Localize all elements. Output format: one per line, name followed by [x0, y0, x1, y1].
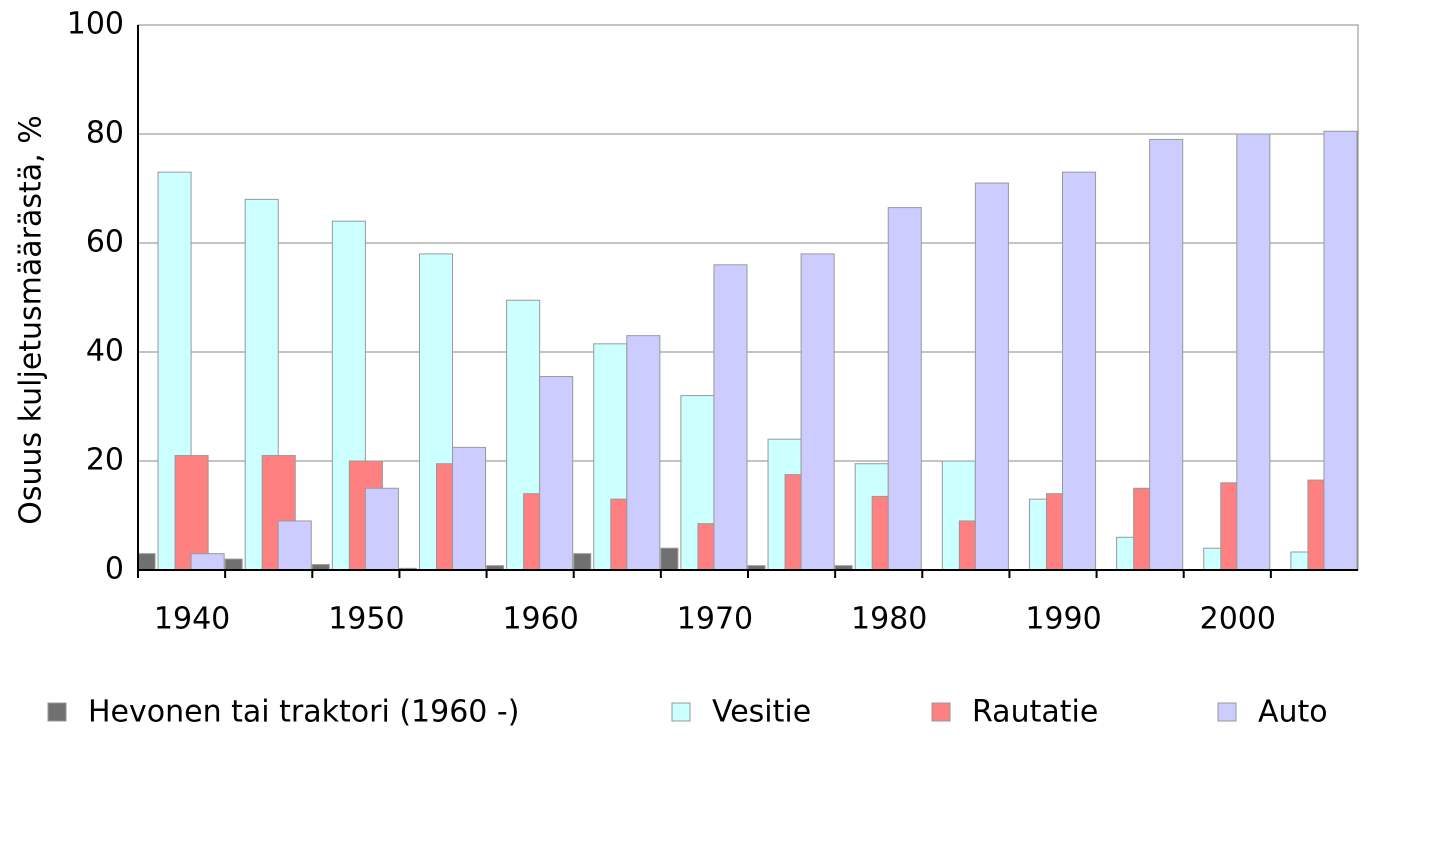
- bar: [1236, 133, 1271, 571]
- bar: [190, 553, 225, 571]
- bar: [1323, 130, 1358, 571]
- y-axis-title: Osuus kuljetusmäärästä, %: [14, 115, 49, 525]
- y-tick-label: 0: [105, 552, 124, 587]
- bar: [800, 253, 835, 571]
- bar: [573, 553, 592, 571]
- bar: [974, 182, 1009, 571]
- x-tick-label: 1950: [328, 602, 404, 637]
- x-tick-label: 1960: [502, 602, 578, 637]
- x-tick-label: 1970: [677, 602, 753, 637]
- y-tick-label: 60: [86, 225, 124, 260]
- bar: [1149, 138, 1184, 571]
- bar: [452, 446, 487, 571]
- bar: [277, 520, 312, 571]
- legend-label: Rautatie: [972, 695, 1098, 730]
- bar: [1062, 171, 1097, 571]
- legend-swatch: [931, 702, 951, 722]
- y-tick-label: 20: [86, 443, 124, 478]
- legend-label: Hevonen tai traktori (1960 -): [88, 695, 519, 730]
- bar: [887, 207, 922, 571]
- bar: [626, 335, 661, 571]
- x-tick-label: 1990: [1025, 602, 1101, 637]
- y-tick-label: 100: [67, 7, 124, 42]
- legend-label: Auto: [1258, 695, 1328, 730]
- y-tick-label: 80: [86, 116, 124, 151]
- bar: [174, 455, 209, 571]
- bar: [137, 553, 156, 571]
- x-tick-label: 2000: [1200, 602, 1276, 637]
- legend-swatch: [47, 702, 67, 722]
- y-tick-label: 40: [86, 334, 124, 369]
- legend-swatch: [671, 702, 691, 722]
- bar: [224, 558, 243, 571]
- legend-swatch: [1217, 702, 1237, 722]
- bar: [539, 376, 574, 571]
- x-tick-label: 1980: [851, 602, 927, 637]
- legend-label: Vesitie: [712, 695, 811, 730]
- bar: [660, 547, 679, 571]
- x-tick-label: 1940: [154, 602, 230, 637]
- bar: [364, 487, 399, 571]
- bar: [713, 264, 748, 571]
